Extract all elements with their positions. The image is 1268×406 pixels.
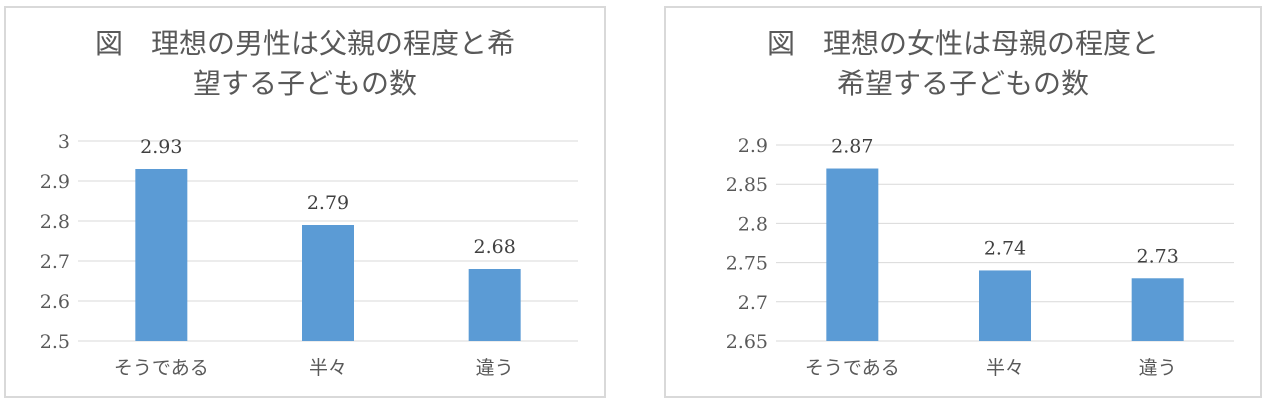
bar xyxy=(135,169,188,341)
y-tick-label: 2.9 xyxy=(40,171,70,193)
chart-title-line-2: 希望する子どもの数 xyxy=(836,67,1089,100)
y-tick-label: 2.7 xyxy=(40,251,70,273)
x-tick-label: 半々 xyxy=(309,357,347,379)
y-tick-label: 2.7 xyxy=(738,292,768,314)
data-label: 2.73 xyxy=(1137,245,1179,267)
data-label: 2.74 xyxy=(984,237,1026,259)
bar xyxy=(979,270,1031,341)
bar xyxy=(826,168,879,341)
y-tick-label: 3 xyxy=(58,131,70,153)
x-tick-label: そうである xyxy=(114,357,209,379)
bar xyxy=(1131,278,1184,341)
data-label: 2.87 xyxy=(831,136,873,158)
bar xyxy=(468,269,521,341)
y-tick-label: 2.8 xyxy=(40,211,70,233)
chart-title: 図 理想の女性は母親の程度と 希望する子どもの数 xyxy=(666,24,1260,104)
chart-panel-left: 図 理想の男性は父親の程度と希 望する子どもの数 2.5 2.6 2.7 2.8 2.9… xyxy=(4,6,606,398)
y-tick-label: 2.85 xyxy=(726,174,768,196)
x-tick-label: 違う xyxy=(476,357,514,379)
y-tick-label: 2.8 xyxy=(738,213,768,235)
chart-title-line-1: 図 理想の男性は父親の程度と希 xyxy=(94,27,515,60)
y-tick-label: 2.5 xyxy=(40,331,70,353)
data-label: 2.93 xyxy=(140,136,182,158)
chart-title-line-1: 図 理想の女性は母親の程度と xyxy=(766,27,1159,60)
chart-title: 図 理想の男性は父親の程度と希 望する子どもの数 xyxy=(6,24,604,104)
data-label: 2.68 xyxy=(474,236,516,258)
chart-title-line-2: 望する子どもの数 xyxy=(192,67,417,100)
x-tick-label: そうである xyxy=(805,357,900,379)
bar xyxy=(302,225,354,341)
bar-chart-plot: 2.65 2.7 2.75 2.8 2.85 2.9 2.87 そうである 2.74 半々 2.73… xyxy=(726,135,1234,379)
x-tick-label: 違う xyxy=(1139,357,1177,379)
y-tick-label: 2.9 xyxy=(738,135,768,157)
y-tick-label: 2.6 xyxy=(40,291,70,313)
data-label: 2.79 xyxy=(307,192,349,214)
chart-panel-right: 図 理想の女性は母親の程度と 希望する子どもの数 2.65 2.7 2.75 2.8 2… xyxy=(664,6,1262,398)
y-tick-label: 2.65 xyxy=(726,331,768,353)
x-tick-label: 半々 xyxy=(986,357,1024,379)
y-tick-label: 2.75 xyxy=(726,253,768,275)
